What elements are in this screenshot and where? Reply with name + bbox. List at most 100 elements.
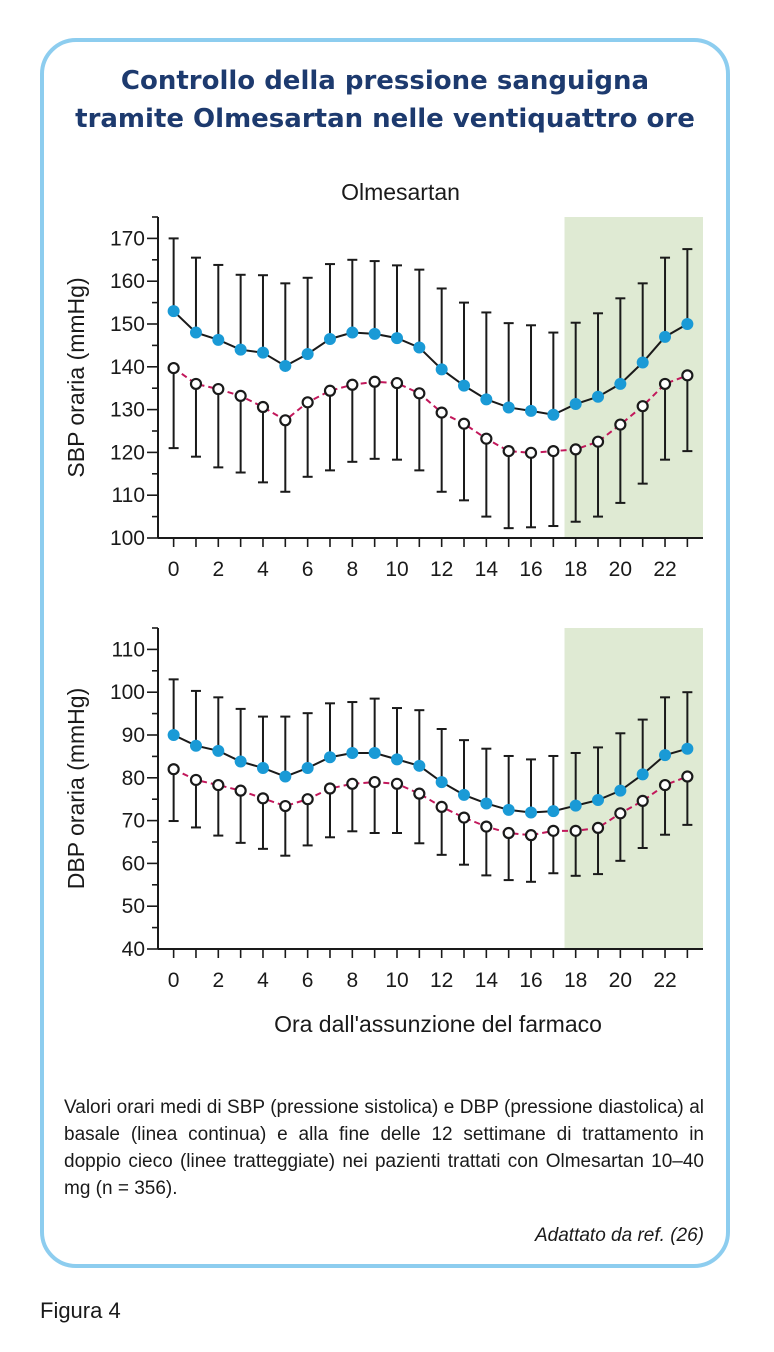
data-point-baseline [525, 404, 538, 417]
x-tick-label: 14 [475, 969, 499, 992]
data-point-baseline [279, 359, 292, 372]
data-point-treated [413, 387, 426, 400]
x-tick-label: 22 [653, 969, 676, 992]
x-tick-label: 12 [430, 558, 453, 581]
shaded-period [564, 628, 703, 949]
data-point-treated [301, 396, 314, 409]
y-tick-label: 50 [122, 895, 145, 918]
y-tick-label: 110 [112, 484, 145, 507]
data-point-treated [591, 821, 605, 834]
data-point-treated [346, 777, 359, 790]
data-point-treated [480, 820, 493, 833]
data-point-baseline [256, 346, 269, 359]
data-point-treated [681, 770, 694, 783]
figure-frame [40, 38, 730, 1268]
data-point-treated [323, 782, 337, 795]
y-tick-label: 150 [110, 313, 145, 336]
figure-label: Figura 4 [40, 1298, 121, 1323]
x-tick-label: 6 [302, 558, 314, 581]
x-tick-label: 22 [653, 558, 676, 581]
data-point-baseline [212, 744, 225, 757]
chart-2: 40 50 60 70 80 90 100 110 0 2 4 6 8 10 12 14 16 18 20 22 DBP… [63, 627, 703, 1037]
y-tick-label: 170 [110, 227, 145, 250]
data-point-treated [681, 369, 694, 382]
y-tick-label: 130 [110, 399, 145, 422]
data-point-baseline [390, 753, 403, 766]
data-point-baseline [301, 347, 314, 360]
y-tick-label: 40 [122, 938, 145, 961]
figure-title-line2: tramite Olmesartan nelle ventiquattro or… [75, 104, 695, 134]
data-point-baseline [323, 751, 336, 764]
data-point-baseline [525, 806, 538, 819]
data-point-treated [301, 793, 314, 806]
data-point-treated [457, 811, 471, 824]
data-point-treated [614, 807, 627, 820]
y-tick-label: 110 [112, 638, 145, 661]
data-point-treated [390, 376, 404, 390]
data-point-baseline [681, 318, 694, 330]
data-point-baseline [681, 742, 694, 755]
data-point-treated [636, 794, 649, 808]
x-tick-label: 12 [430, 969, 453, 992]
data-point-treated [234, 784, 247, 797]
y-axis-label: SBP oraria (mmHg) [63, 277, 89, 477]
x-tick-label: 4 [257, 558, 269, 581]
figure-title: Controllo della pressione sanguigna tram… [40, 62, 730, 138]
data-point-baseline [413, 759, 426, 772]
x-tick-label: 14 [475, 558, 499, 581]
data-point-treated [279, 799, 292, 813]
data-point-baseline [480, 797, 493, 810]
x-tick-label: 20 [609, 969, 632, 992]
data-point-baseline [614, 784, 627, 797]
data-point-treated [167, 361, 180, 375]
data-point-treated [212, 778, 225, 792]
y-tick-label: 70 [122, 810, 145, 833]
x-tick-label: 0 [168, 969, 180, 992]
data-point-baseline [189, 739, 202, 752]
data-point-baseline [502, 401, 515, 414]
data-point-baseline [301, 761, 314, 774]
data-point-baseline [659, 330, 672, 343]
data-point-treated [346, 378, 359, 391]
x-tick-label: 20 [609, 558, 632, 581]
data-point-treated [435, 800, 448, 814]
data-point-baseline [346, 326, 359, 339]
data-point-treated [189, 377, 203, 391]
data-point-baseline [592, 794, 605, 807]
x-tick-label: 16 [519, 558, 542, 581]
figure-title-line1: Controllo della pressione sanguigna [120, 66, 650, 96]
data-point-treated [189, 773, 203, 787]
x-axis-label: Ora dall'assunzione del farmaco [274, 1011, 602, 1037]
x-tick-label: 8 [346, 969, 358, 992]
data-point-baseline [458, 788, 471, 801]
data-point-treated [279, 414, 292, 427]
y-axis-label: DBP oraria (mmHg) [63, 688, 89, 890]
data-point-treated [524, 446, 538, 459]
data-point-baseline [592, 390, 605, 403]
data-point-baseline [480, 393, 493, 406]
data-point-baseline [413, 341, 426, 354]
x-tick-label: 4 [257, 969, 269, 992]
x-tick-label: 8 [346, 558, 358, 581]
data-point-treated [636, 400, 649, 413]
data-point-baseline [614, 377, 627, 390]
y-tick-label: 80 [122, 767, 145, 790]
data-point-baseline [212, 333, 225, 346]
x-tick-label: 18 [564, 558, 587, 581]
data-point-treated [502, 826, 515, 840]
data-point-baseline [189, 326, 202, 339]
y-tick-label: 90 [122, 724, 145, 747]
data-point-treated [524, 829, 538, 842]
data-point-treated [502, 445, 515, 458]
x-tick-label: 10 [385, 969, 408, 992]
data-point-treated [569, 824, 582, 837]
source-note: Adattato da ref. (26) [535, 1225, 704, 1246]
x-tick-label: 6 [302, 969, 314, 992]
data-point-baseline [368, 746, 381, 759]
chart-title: Olmesartan [341, 179, 460, 205]
data-point-treated [591, 435, 605, 448]
data-point-baseline [435, 363, 448, 376]
y-tick-label: 100 [110, 527, 145, 550]
data-point-treated [234, 389, 247, 403]
